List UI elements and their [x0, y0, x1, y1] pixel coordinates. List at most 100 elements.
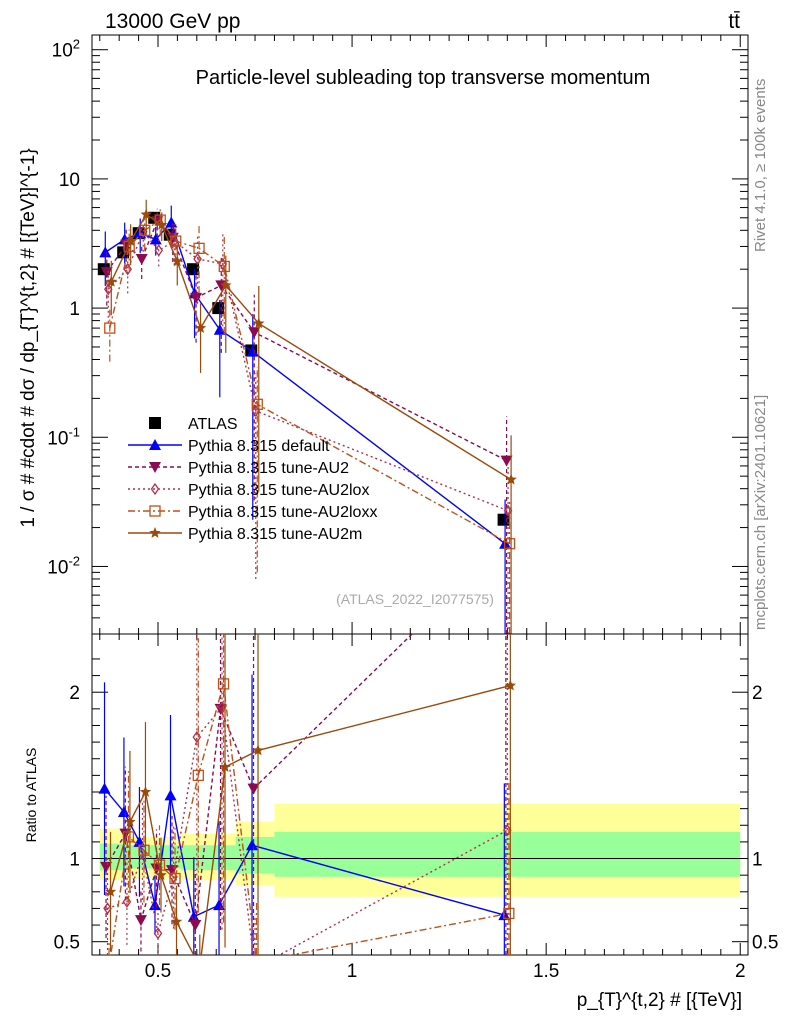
data-point — [252, 744, 264, 756]
data-point — [169, 872, 181, 885]
mcplots-reference: mcplots.cern.ch [arXiv:2401.10621] — [752, 395, 769, 630]
plot-title: Particle-level subleading top transverse… — [196, 67, 651, 89]
data-point — [125, 235, 137, 246]
ratio-series-group — [98, 634, 516, 955]
ratio-y-tick-label-right: 2 — [752, 683, 763, 704]
process-label: 13000 GeV pp — [105, 10, 240, 33]
ratio-axes: 0.5 1 1.5 2 0.5 0.5 1 1 2 2 — [54, 633, 778, 982]
analysis-watermark: (ATLAS_2022_I2077575) — [336, 591, 494, 607]
data-point — [193, 242, 205, 255]
data-point — [193, 252, 202, 266]
series-line — [106, 219, 507, 462]
series-0 — [97, 211, 510, 526]
data-point — [504, 679, 516, 691]
data-point — [149, 439, 161, 450]
ratio-y-tick-label-left: 1 — [69, 850, 80, 871]
data-point — [218, 260, 230, 273]
data-point — [134, 915, 147, 927]
data-point — [139, 786, 152, 797]
data-point — [220, 279, 232, 291]
data-point — [149, 233, 162, 245]
data-point — [170, 915, 183, 927]
data-point — [149, 462, 161, 473]
legend-item: Pythia 8.315 default — [128, 438, 330, 455]
data-point — [149, 505, 161, 517]
legend: ATLAS Pythia 8.315 default Pythia 8.315 tu… — [128, 416, 377, 543]
main-axes: 10-2 10-1 1 10 102 — [47, 34, 749, 635]
legend-item: Pythia 8.315 tune-AU2m — [128, 526, 362, 543]
data-point — [156, 219, 168, 230]
legend-item: Pythia 8.315 tune-AU2lox — [128, 482, 369, 499]
data-point — [148, 899, 161, 911]
legend-item: ATLAS — [149, 416, 238, 433]
data-point — [194, 322, 207, 333]
data-point — [103, 902, 112, 915]
series-4 — [104, 207, 516, 634]
data-point — [149, 417, 161, 429]
legend-label: Pythia 8.315 tune-AU2m — [188, 526, 362, 543]
data-point — [505, 473, 517, 485]
ratio-series-0 — [98, 674, 511, 955]
main-frame — [91, 34, 749, 635]
main-series-group — [97, 199, 517, 634]
data-point — [165, 216, 178, 228]
ratio-frame — [91, 633, 749, 956]
data-point — [104, 885, 117, 897]
final-state-label: tt̄ — [728, 10, 740, 33]
data-point — [248, 327, 261, 339]
data-point — [503, 538, 516, 550]
ratio-series-2 — [103, 634, 512, 955]
legend-label: Pythia 8.315 default — [188, 438, 330, 455]
series-line — [107, 230, 509, 512]
x-axis-label: p_{T}^{t,2} # [{TeV}] — [577, 990, 742, 1011]
y-tick-label: 1 — [69, 299, 80, 320]
data-point — [246, 345, 259, 357]
data-point — [149, 527, 161, 538]
y-tick-label: 102 — [52, 37, 80, 62]
main-y-axis-label: 1 / σ # #cdot # dσ / dp_{T}^{t,2} # [{Te… — [18, 148, 39, 527]
data-point — [138, 844, 150, 856]
y-tick-label: 10-1 — [47, 424, 80, 449]
data-point — [99, 246, 112, 258]
data-point — [117, 246, 130, 259]
data-point — [170, 235, 182, 247]
ratio-series-4 — [104, 634, 516, 955]
data-point — [503, 824, 512, 837]
series-1 — [99, 205, 512, 634]
x-tick-label: 1.5 — [533, 961, 559, 982]
rivet-version: Rivet 4.1.0, ≥ 100k events — [752, 79, 769, 252]
data-point — [100, 861, 113, 873]
legend-label: Pythia 8.315 tune-AU2lox — [188, 482, 369, 499]
data-point — [103, 283, 113, 296]
legend-label: Pythia 8.315 tune-AU2loxx — [188, 504, 377, 521]
data-point — [251, 398, 263, 410]
data-point — [213, 899, 226, 911]
legend-label: Pythia 8.315 tune-AU2 — [188, 460, 349, 477]
ratio-y-tick-label-right: 0.5 — [752, 933, 778, 954]
series-2 — [100, 208, 513, 634]
stat-uncertainty-band — [235, 836, 275, 874]
data-point — [171, 255, 183, 267]
data-point — [500, 455, 513, 467]
data-point — [150, 482, 160, 496]
x-tick-label: 2 — [735, 961, 746, 982]
y-tick-label: 10 — [59, 170, 80, 191]
data-point — [117, 805, 130, 817]
legend-item: Pythia 8.315 tune-AU2loxx — [128, 504, 377, 521]
data-point — [187, 263, 200, 276]
ratio-y-tick-label-right: 1 — [752, 850, 763, 871]
x-tick-label: 0.5 — [145, 961, 171, 982]
data-point — [153, 927, 163, 940]
data-point — [123, 263, 132, 276]
data-point — [104, 322, 116, 334]
data-point — [135, 253, 148, 265]
data-point — [503, 907, 515, 920]
data-point — [124, 815, 136, 827]
data-point — [246, 839, 259, 851]
data-point — [155, 869, 167, 880]
data-point — [217, 678, 230, 690]
stat-uncertainty-band — [181, 845, 236, 871]
data-point — [192, 769, 204, 782]
series-3 — [103, 217, 513, 634]
